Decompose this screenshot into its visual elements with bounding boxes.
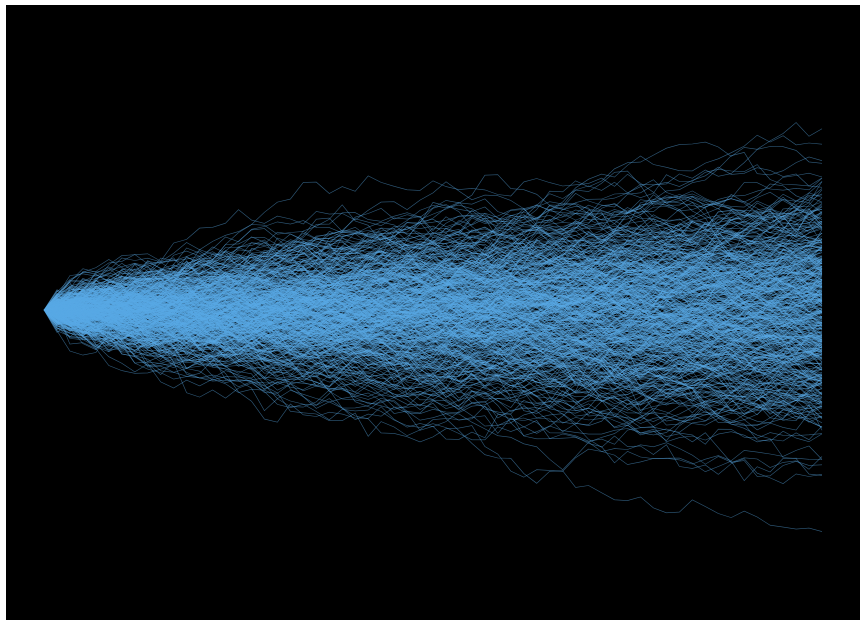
series-line: [43, 181, 823, 311]
series-line: [43, 224, 823, 311]
series-line: [43, 272, 823, 337]
series-line: [43, 303, 823, 346]
series-line: [43, 226, 823, 360]
series-line: [43, 309, 823, 377]
series-line: [43, 300, 823, 361]
series-line: [43, 205, 823, 311]
series-line: [43, 295, 823, 378]
series-line: [43, 306, 823, 357]
series-line: [43, 298, 823, 431]
series-line: [43, 309, 823, 372]
series-line: [43, 305, 823, 396]
series-line: [43, 196, 823, 311]
series-line: [43, 273, 823, 325]
series-line: [43, 267, 823, 353]
series-line: [43, 286, 823, 359]
series-line: [43, 257, 823, 318]
series-line: [43, 293, 823, 482]
series-line: [43, 309, 823, 445]
series-line: [43, 198, 823, 328]
series-line: [43, 266, 823, 354]
series-line: [43, 262, 823, 360]
series-line: [43, 309, 823, 477]
series-line: [43, 122, 823, 347]
series-line: [43, 231, 823, 340]
series-line: [43, 305, 823, 403]
series-line: [43, 290, 823, 408]
series-line: [43, 244, 823, 313]
series-line: [43, 238, 823, 311]
series-line: [43, 235, 823, 313]
series-line: [43, 285, 823, 359]
series-line: [43, 206, 823, 311]
series-line: [43, 240, 823, 314]
series-line: [43, 309, 823, 354]
series-line: [43, 194, 823, 311]
series-line: [43, 291, 823, 349]
series-line: [43, 270, 823, 335]
series-line: [43, 240, 823, 332]
series-line: [43, 225, 823, 321]
series-line: [43, 303, 823, 393]
series-line: [43, 212, 823, 331]
series-line: [43, 297, 823, 431]
series-group: [43, 122, 823, 532]
series-line: [43, 309, 823, 532]
series-line: [43, 309, 823, 415]
series-line: [43, 252, 823, 336]
series-line: [43, 299, 823, 441]
series-line: [43, 266, 823, 342]
series-line: [43, 307, 823, 440]
series-line: [43, 295, 823, 374]
series-line: [43, 290, 823, 347]
series-line: [43, 306, 823, 398]
series-line: [43, 309, 823, 424]
random-walk-chart: [6, 5, 860, 620]
series-line: [43, 275, 823, 356]
series-line: [43, 229, 823, 346]
series-line: [43, 294, 823, 346]
series-line: [43, 220, 823, 321]
series-line: [43, 194, 823, 311]
series-line: [43, 294, 823, 419]
series-line: [43, 202, 823, 311]
series-line: [43, 287, 823, 383]
series-line: [43, 248, 823, 326]
series-line: [43, 252, 823, 337]
series-line: [43, 207, 823, 320]
series-line: [43, 306, 823, 405]
